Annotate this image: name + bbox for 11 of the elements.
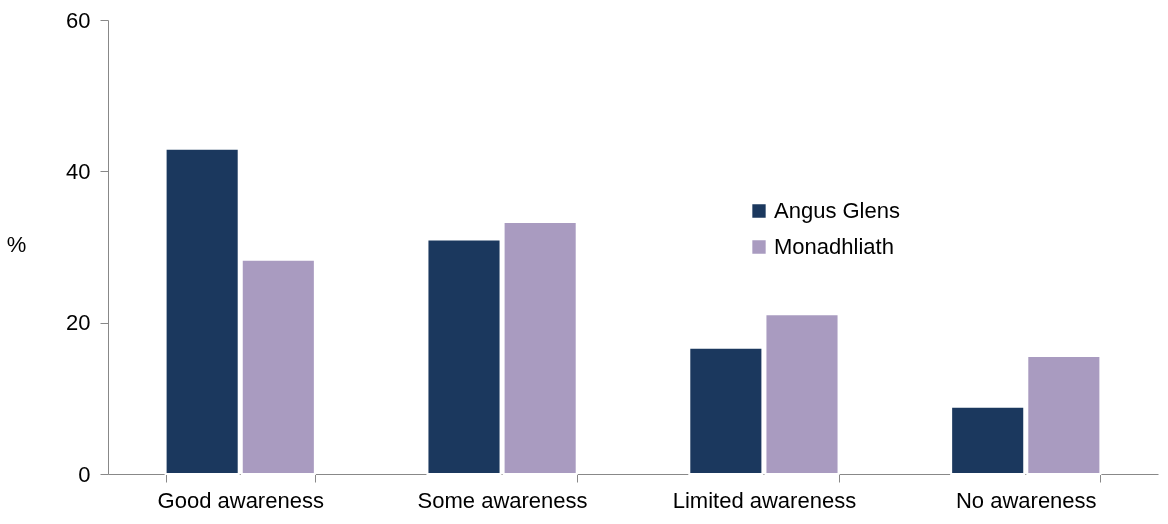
y-tick-label: 60: [66, 7, 91, 33]
legend-label: Monadhliath: [774, 234, 894, 259]
y-tick-label: 40: [66, 158, 91, 184]
x-tick-label: Limited awareness: [672, 487, 857, 513]
x-tick-label: No awareness: [955, 487, 1097, 513]
y-axis-title: %: [6, 231, 27, 257]
x-tick-label: Some awareness: [417, 487, 588, 513]
y-tick-label: 0: [78, 461, 91, 487]
legend-label: Angus Glens: [774, 198, 900, 223]
y-tick-label: 20: [66, 310, 91, 336]
x-tick-label: Good awareness: [157, 487, 324, 513]
